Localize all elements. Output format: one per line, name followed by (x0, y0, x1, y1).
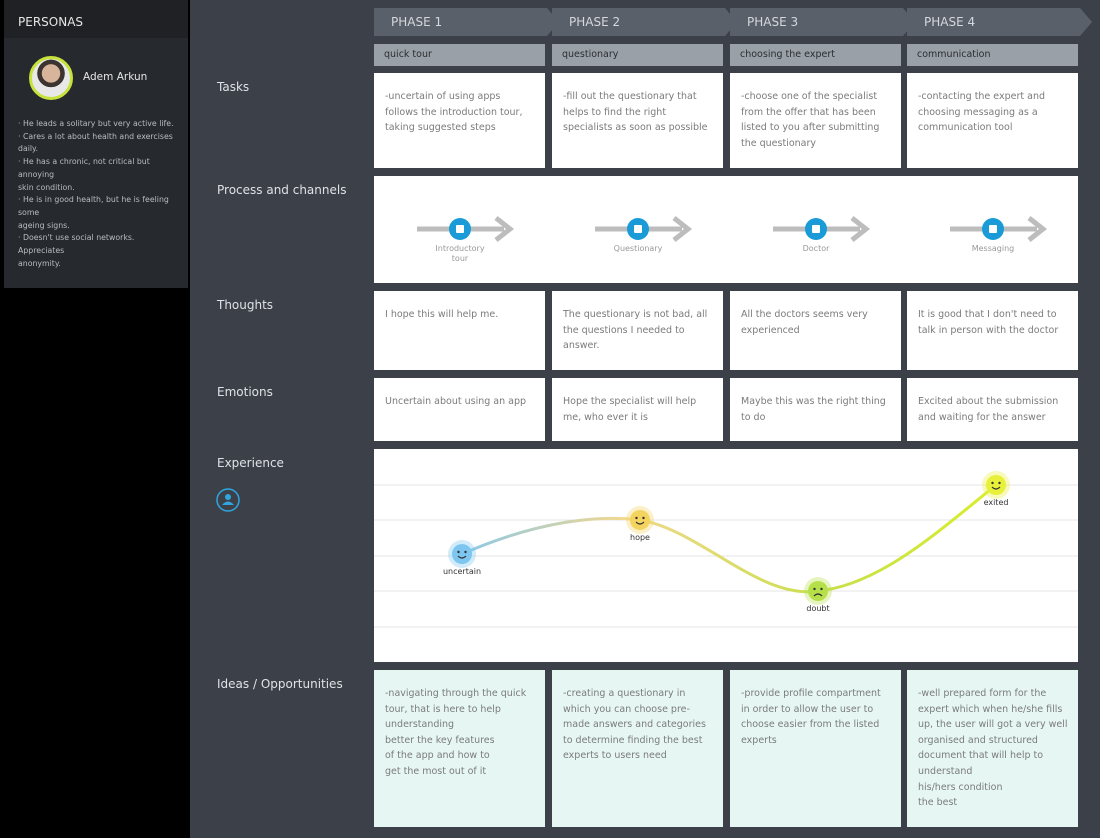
thoughts-cell: All the doctors seems very experienced (730, 291, 901, 370)
icon-body (222, 501, 234, 505)
bio-line: · Cares a lot about health and exercises… (18, 131, 173, 154)
channel-arrowhead (1027, 216, 1048, 242)
row-label: Process and channels (217, 183, 347, 197)
icon-head (225, 494, 231, 500)
row-label: Emotions (217, 385, 273, 399)
face-eye (464, 550, 467, 554)
face-mouth (813, 593, 823, 597)
ideas-cell: -well prepared form for the expert which… (907, 670, 1078, 827)
persona-name: Adem Arkun (83, 71, 148, 83)
phase-header: PHASE 1 (374, 8, 559, 36)
bio-line: · He has a chronic, not critical but ann… (18, 157, 150, 192)
channel-label: Messaging (971, 244, 1015, 253)
channel-arrowhead (850, 216, 871, 242)
persona-bio: · He leads a solitary but very active li… (18, 118, 178, 270)
channel-label: Doctor (802, 244, 830, 253)
phase-header: PHASE 3 (730, 8, 915, 36)
channel-glyph (812, 225, 820, 233)
phase-step: choosing the expert (730, 44, 901, 66)
row-label: Thoughts (217, 298, 274, 312)
face-mouth (457, 555, 467, 559)
channel-glyph (634, 225, 642, 233)
face (630, 510, 650, 530)
face-label: uncertain (443, 567, 481, 576)
channel-arrowhead (494, 216, 515, 242)
ideas-cell: -provide profile compartment in order to… (730, 670, 901, 827)
face-label: doubt (806, 604, 829, 613)
experience-curve (461, 483, 997, 594)
face-label: hope (630, 533, 650, 542)
phase-step: quick tour (374, 44, 545, 66)
thoughts-cell: The questionary is not bad, all the ques… (552, 291, 723, 370)
face-mouth (635, 521, 645, 525)
channel-label: Introductory tour (435, 244, 485, 263)
emotions-cell: Maybe this was the right thing to do (730, 378, 901, 441)
emotions-cell: Uncertain about using an app (374, 378, 545, 441)
tasks-cell: -choose one of the specialist from the o… (730, 73, 901, 168)
emotions-cell: Excited about the submission and waiting… (907, 378, 1078, 441)
thoughts-cell: I hope this will help me. (374, 291, 545, 370)
sidebar-title: PERSONAS (18, 15, 84, 29)
channel-label: Questionary (613, 244, 663, 253)
tasks-cell: -fill out the questionary that helps to … (552, 73, 723, 168)
thoughts-cell: It is good that I don't need to talk in … (907, 291, 1078, 370)
face-eye (991, 481, 994, 485)
channel-glyph (456, 225, 464, 233)
phase-header: PHASE 4 (907, 8, 1092, 36)
ideas-cell: -navigating through the quick tour, that… (374, 670, 545, 827)
face (808, 581, 828, 601)
row-label: Experience (217, 456, 284, 470)
face-eye (635, 516, 638, 520)
channel-glyph (989, 225, 997, 233)
face (452, 544, 472, 564)
experience-icon (216, 488, 240, 512)
phase-step: questionary (552, 44, 723, 66)
phase-header: PHASE 2 (552, 8, 737, 36)
icon-ring (216, 488, 240, 512)
face-eye (457, 550, 460, 554)
bio-line: · He is in good health, but he is feelin… (18, 195, 169, 230)
ideas-cell: -creating a questionary in which you can… (552, 670, 723, 827)
tasks-cell: -uncertain of using apps follows the int… (374, 73, 545, 168)
bio-line: · Doesn't use social networks. Appreciat… (18, 233, 135, 268)
face-eye (813, 587, 816, 591)
avatar (29, 56, 73, 100)
channel-arrowhead (672, 216, 693, 242)
face (986, 475, 1006, 495)
experience-chart: uncertain hope doubt exited (374, 449, 1078, 662)
emotions-cell: Hope the specialist will help me, who ev… (552, 378, 723, 441)
face-mouth (991, 486, 1001, 490)
grid (374, 484, 1078, 628)
row-label: Ideas / Opportunities (217, 677, 343, 691)
face-eye (642, 516, 645, 520)
row-label: Tasks (217, 80, 250, 94)
face-label: exited (984, 498, 1009, 507)
face-eye (820, 587, 823, 591)
sidebar: PERSONAS Adem Arkun · He leads a solitar… (0, 0, 188, 838)
bio-line: · He leads a solitary but very active li… (18, 119, 174, 128)
process-icons (417, 216, 1048, 242)
persona-card: PERSONAS Adem Arkun · He leads a solitar… (4, 0, 188, 288)
tasks-cell: -contacting the expert and choosing mess… (907, 73, 1078, 168)
phase-step: communication (907, 44, 1078, 66)
face-eye (998, 481, 1001, 485)
